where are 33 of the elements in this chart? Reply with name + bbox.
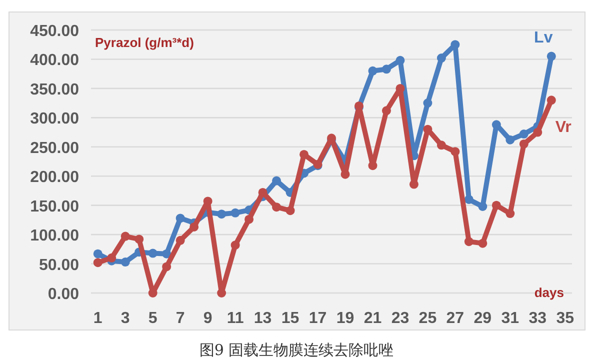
y-axis-title: Pyrazol (g/m³*d) — [95, 35, 194, 50]
caption: 图9 固载生物膜连续去除吡唑 — [199, 341, 394, 359]
y-tick-label: 300.00 — [30, 110, 80, 128]
x-tick-label: 21 — [364, 310, 382, 327]
y-tick-label: 400.00 — [30, 52, 80, 70]
x-tick-label: 9 — [203, 310, 212, 327]
series-label: Vr — [555, 119, 572, 136]
x-tick-label: 17 — [308, 310, 327, 327]
y-tick-label: 250.00 — [30, 140, 80, 157]
x-tick-label: 35 — [556, 310, 574, 327]
x-tick-label: 13 — [254, 310, 272, 327]
x-tick-label: 31 — [501, 310, 520, 327]
y-tick-label: 200.00 — [30, 169, 80, 186]
x-tick-label: 5 — [148, 310, 158, 327]
y-tick-label: 100.00 — [30, 228, 80, 245]
x-tick-label: 25 — [418, 310, 437, 327]
x-tick-label: 23 — [391, 310, 410, 327]
y-tick-label: 50.00 — [38, 256, 80, 274]
x-tick-label: 15 — [281, 310, 300, 327]
x-tick-label: 7 — [176, 310, 185, 327]
y-tick-label: 450.00 — [30, 23, 80, 40]
y-tick-label: 150.00 — [30, 198, 80, 216]
series-label: Lv — [534, 29, 553, 46]
y-tick-label: 0.00 — [48, 286, 80, 303]
x-tick-label: 3 — [120, 310, 130, 327]
x-tick-label: 29 — [474, 310, 492, 327]
x-tick-label: 27 — [446, 310, 464, 327]
x-tick-label: 33 — [528, 310, 547, 327]
x-tick-label: 1 — [93, 310, 102, 327]
y-tick-label: 350.00 — [30, 81, 80, 98]
x-tick-label: 11 — [226, 310, 244, 327]
x-axis-title: days — [534, 285, 564, 300]
x-tick-label: 19 — [336, 310, 354, 327]
